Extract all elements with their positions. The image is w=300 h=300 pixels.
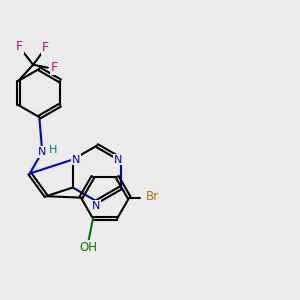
Text: F: F xyxy=(51,61,58,74)
Text: Br: Br xyxy=(146,190,159,203)
Text: N: N xyxy=(72,154,80,165)
Text: H: H xyxy=(49,145,58,154)
Text: F: F xyxy=(16,40,23,53)
Text: N: N xyxy=(92,201,100,211)
Text: N: N xyxy=(38,147,46,157)
Text: OH: OH xyxy=(80,241,98,254)
Text: F: F xyxy=(42,41,49,54)
Text: N: N xyxy=(113,154,122,165)
